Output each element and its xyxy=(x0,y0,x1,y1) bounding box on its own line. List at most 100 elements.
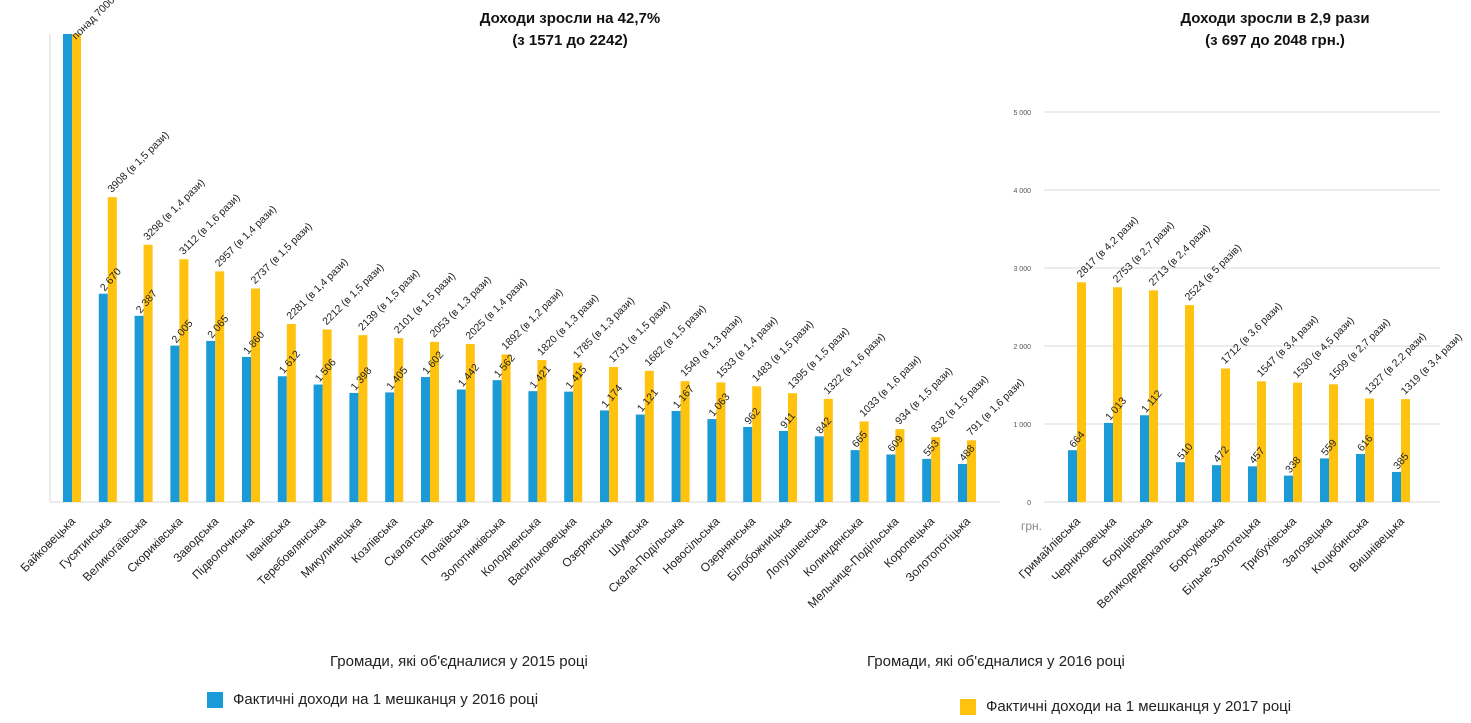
right-y-tick-label: 2 000 xyxy=(1013,344,1031,351)
left-bar-2017 xyxy=(286,324,296,502)
left-bar-2017 xyxy=(107,197,117,502)
left-bar-2017 xyxy=(251,288,260,502)
left-bar-2016 xyxy=(63,34,72,502)
left-bar-2016 xyxy=(206,340,216,502)
right-bar-2017 xyxy=(1221,368,1230,502)
right-group-label: Громади, які об'єдналися у 2016 році xyxy=(867,653,1125,670)
left-chart-title-line2: (з 1571 до 2242) xyxy=(512,32,628,49)
left-bar-2016 xyxy=(958,463,967,502)
left-bar-2017 xyxy=(823,398,833,502)
right-category-label: Черниховецька xyxy=(1049,514,1120,585)
left-bar-2016 xyxy=(456,389,466,502)
left-bar-2016 xyxy=(349,392,359,502)
right-bar-2017 xyxy=(1149,290,1158,502)
left-category-label: Білобожницька xyxy=(725,514,795,584)
left-bar-2017 xyxy=(609,366,618,502)
left-bar-2016 xyxy=(492,380,502,502)
left-bar-2017 xyxy=(394,338,404,502)
left-bar-2017 xyxy=(465,344,475,502)
left-bar-2017 xyxy=(215,271,225,502)
right-y-tick-label: 4 000 xyxy=(1013,188,1031,195)
right-y-tick-label: 1 000 xyxy=(1013,422,1031,429)
left-bar-2017 xyxy=(895,429,905,502)
right-y-tick-label: 0 xyxy=(1027,500,1031,507)
left-bar-2017 xyxy=(573,362,583,502)
right-bar-2016 xyxy=(1284,475,1293,502)
left-bar-2017 xyxy=(358,335,368,502)
left-data-label-2017: 3908 (в 1,5 рази) xyxy=(105,129,171,195)
left-bar-2016 xyxy=(743,426,753,502)
right-bar-2016 xyxy=(1248,466,1257,502)
left-bar-2016 xyxy=(850,450,860,502)
left-bar-2016 xyxy=(134,315,144,502)
right-y-tick-label: 3 000 xyxy=(1013,266,1031,273)
left-bar-2017 xyxy=(931,437,941,502)
left-category-label: Золотниківська xyxy=(438,514,508,584)
legend-label-2016: Фактичні доходи на 1 мешканця у 2016 роц… xyxy=(233,691,539,708)
right-bar-2017 xyxy=(1401,399,1410,502)
left-bar-2016 xyxy=(635,414,645,502)
left-category-label: Підволочиська xyxy=(189,514,257,582)
left-bar-2016 xyxy=(421,377,430,502)
right-unit-label: грн. xyxy=(1021,519,1042,533)
right-bar-2016 xyxy=(1320,458,1329,502)
right-bar-2017 xyxy=(1293,382,1302,502)
left-category-label: Золотопотіцька xyxy=(903,514,974,585)
left-bar-2016 xyxy=(170,345,180,502)
left-chart-title: Доходи зросли на 42,7% (з 1571 до 2242) xyxy=(380,8,760,52)
left-bar-2017 xyxy=(644,370,654,502)
right-bar-2017 xyxy=(1257,381,1266,502)
right-bar-2017 xyxy=(1365,398,1374,502)
left-bar-2016 xyxy=(671,410,681,502)
left-bar-2017 xyxy=(322,329,332,502)
left-bar-2017 xyxy=(143,244,153,503)
right-y-tick-label: 5 000 xyxy=(1013,110,1031,117)
left-bar-2017 xyxy=(680,381,690,502)
right-bar-2016 xyxy=(1140,415,1149,502)
right-bar-2016 xyxy=(1356,453,1365,502)
left-bar-2016 xyxy=(600,410,609,502)
legend-label-2017: Фактичні доходи на 1 мешканця у 2017 роц… xyxy=(986,698,1292,715)
left-group-label: Громади, які об'єдналися у 2015 році xyxy=(330,653,588,670)
left-bar-2017 xyxy=(430,341,439,502)
right-bar-2016 xyxy=(1212,465,1221,502)
right-bar-2017 xyxy=(1185,305,1194,502)
right-bar-2016 xyxy=(1104,422,1113,502)
left-bar-2016 xyxy=(886,454,896,502)
right-bar-2016 xyxy=(1176,462,1185,502)
left-chart-title-line1: Доходи зросли на 42,7% xyxy=(479,10,661,27)
left-bar-2016 xyxy=(814,436,824,502)
left-bar-2017 xyxy=(537,360,547,502)
left-bar-2016 xyxy=(277,376,287,502)
left-bar-2016 xyxy=(98,293,108,502)
left-bar-2016 xyxy=(564,391,574,502)
left-bar-2016 xyxy=(313,384,323,502)
left-bar-2017 xyxy=(716,382,726,502)
right-bar-2016 xyxy=(1068,450,1077,502)
left-bar-2016 xyxy=(385,392,395,502)
left-bar-2017 xyxy=(788,393,797,502)
left-bar-2016 xyxy=(707,419,717,502)
left-bar-2017 xyxy=(72,34,81,502)
right-chart-title-line1: Доходи зросли в 2,9 рази xyxy=(1180,10,1370,27)
legend-swatch-2016 xyxy=(207,691,223,708)
left-data-label-2017: понад 7000 xyxy=(70,0,118,42)
left-bar-2017 xyxy=(179,259,189,502)
legend-item-2017: Фактичні доходи на 1 мешканця у 2017 роц… xyxy=(960,698,1291,715)
left-bar-2016 xyxy=(242,356,251,502)
left-bar-2016 xyxy=(922,458,932,502)
left-bar-2017 xyxy=(859,421,869,502)
right-bar-2017 xyxy=(1113,287,1122,502)
left-bar-2017 xyxy=(752,386,762,502)
right-bar-2017 xyxy=(1077,282,1086,502)
left-bar-2016 xyxy=(528,391,538,502)
right-chart-title-line2: (з 697 до 2048 грн.) xyxy=(1205,32,1345,49)
left-bar-2017 xyxy=(501,354,511,502)
right-bar-2017 xyxy=(1329,384,1338,502)
legend-swatch-2017 xyxy=(960,698,976,715)
right-chart-title: Доходи зросли в 2,9 рази (з 697 до 2048 … xyxy=(1125,8,1425,52)
left-bar-2016 xyxy=(779,430,788,502)
left-bar-2017 xyxy=(967,440,976,502)
left-category-label: Лопушненська xyxy=(763,514,830,581)
